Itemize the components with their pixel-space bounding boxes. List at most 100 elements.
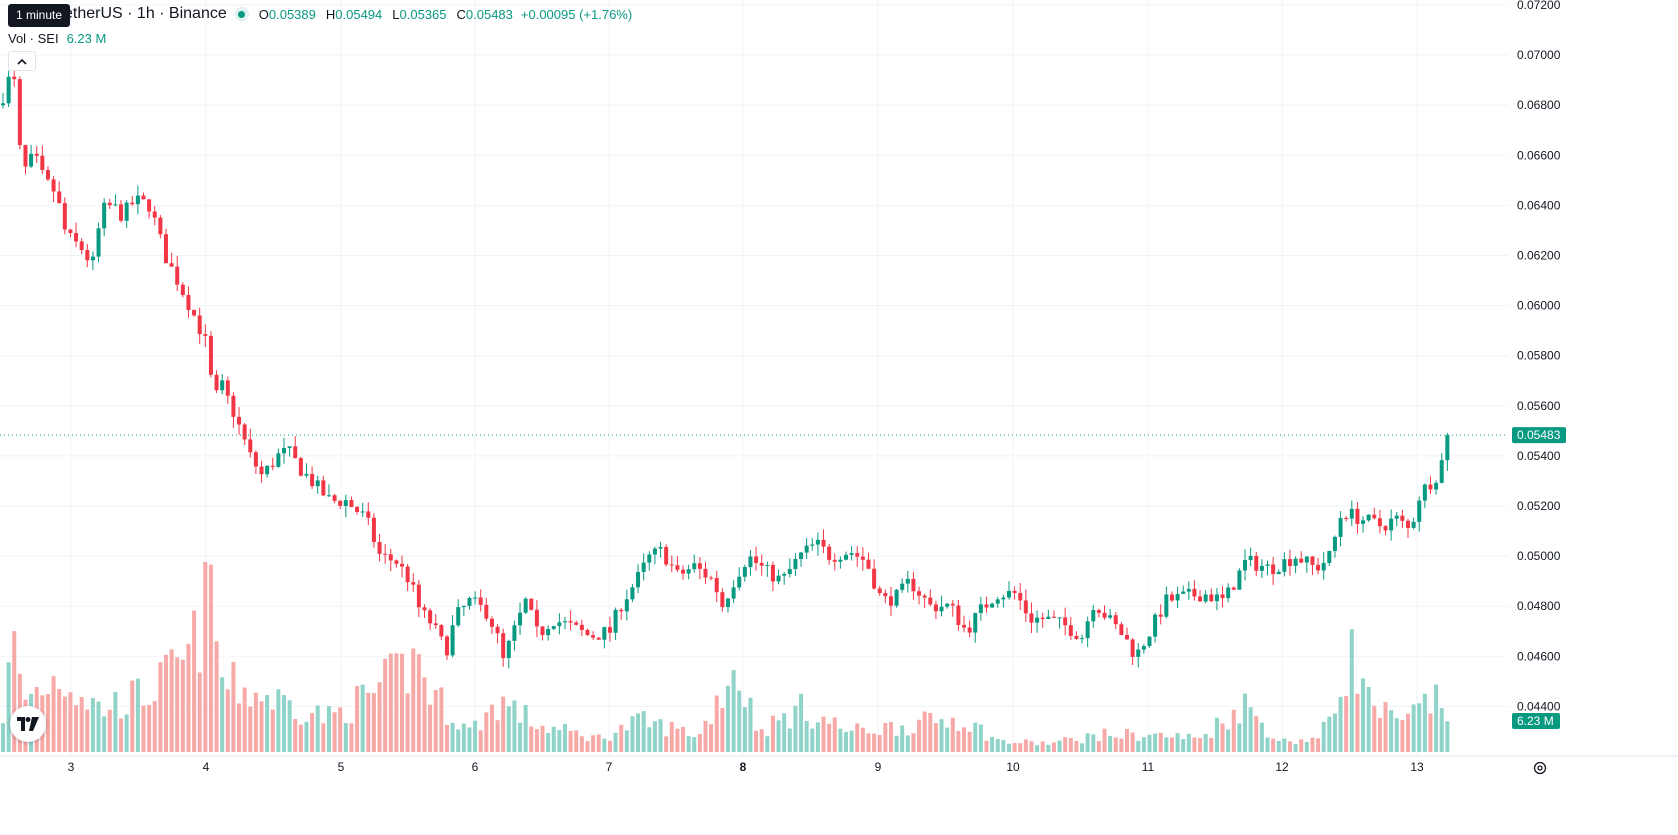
volume-bar [355,686,360,752]
candle-body [51,179,56,192]
candle-body [776,575,781,582]
volume-bar [1006,743,1011,752]
candle-body [371,517,376,543]
volume-bar [529,726,534,752]
candle-body [1338,518,1343,537]
candle-body [1158,614,1163,617]
candle-body [428,610,433,624]
candle-body [478,597,483,605]
candle-body [602,627,607,640]
candle-body [332,495,337,501]
candle-body [366,511,371,518]
candle-body [282,448,286,454]
volume-bar [1254,716,1259,752]
volume-bar [130,680,135,752]
volume-bar [1338,696,1343,752]
volume-bar [68,692,73,752]
candle-body [304,473,309,476]
candle-body [220,380,225,391]
candle-body [17,79,22,146]
volume-bar [658,719,663,752]
volume-bar [1057,740,1062,752]
candle-body [827,546,832,560]
volume-bar [220,677,225,752]
volume-bar [377,682,382,752]
volume-bar [1175,733,1180,752]
volume-label[interactable]: Vol · SEI [8,31,59,46]
volume-bar [888,722,893,752]
volume-bar [456,729,461,752]
candle-body [911,578,916,592]
time-axis-label: 13 [1410,760,1424,774]
candle-body [175,266,180,285]
candle-body [737,576,742,588]
volume-bar [692,737,697,752]
candle-body [596,637,601,640]
volume-bar [293,718,298,752]
candle-body [967,627,972,633]
volume-bar [607,740,612,752]
ohlc-low: 0.05365 [399,6,447,22]
candle-body [585,629,590,636]
candle-body [613,609,618,633]
candle-body [804,545,809,553]
chart-settings-button[interactable] [1530,758,1550,778]
candle-body [1394,515,1399,519]
volume-bar [787,728,792,752]
volume-bar [416,654,421,752]
candle-body [697,563,702,569]
candle-body [557,622,562,627]
volume-bar [686,736,691,752]
volume-bar [1158,732,1163,752]
candle-body [1220,594,1225,599]
candle-body [1226,587,1231,599]
candle-body [540,626,545,636]
price-axis-label: 0.06600 [1517,148,1561,162]
volume-bar [810,728,815,752]
volume-bar [928,712,933,752]
volume-bar [1147,734,1152,752]
candle-body [484,604,489,619]
candle-body [1400,515,1405,521]
volume-bar [85,709,90,752]
price-axis-label: 0.05600 [1517,399,1561,413]
candle-body [411,582,416,585]
collapse-legend-button[interactable] [8,51,36,71]
volume-bar [697,733,702,752]
volume-bar [1035,745,1040,752]
volume-bar [748,697,753,752]
candle-body [703,568,708,578]
volume-bar [1051,742,1056,752]
chevron-up-icon [17,58,27,65]
volume-bar [990,736,995,752]
candle-body [1282,559,1287,572]
candle-body [568,621,573,623]
volume-bar [433,690,438,752]
candle-body [1377,518,1382,527]
volume-bar [1198,738,1203,752]
symbol-title[interactable]: etherUS · 1h · Binance [64,5,227,22]
volume-bar [962,727,967,752]
candle-body [956,605,961,625]
volume-bar [742,707,747,752]
candle-body [1046,616,1051,620]
tradingview-logo[interactable] [10,706,46,742]
volume-bar [310,713,315,752]
candle-body [1445,435,1450,461]
time-axis-label: 6 [472,760,479,774]
candle-body [838,559,843,562]
candle-body [647,554,652,563]
candle-body [1153,614,1158,637]
candle-body [473,597,478,599]
volume-bar [1102,728,1107,752]
volume-bar [45,694,50,752]
candle-body [29,153,34,167]
volume-bar [776,720,781,752]
candle-body [1287,559,1292,566]
volume-bar [933,723,938,752]
volume-legend: Vol · SEI 6.23 M [8,31,106,46]
volume-bar [180,659,185,752]
candle-body [450,625,455,656]
volume-bar [332,712,337,752]
